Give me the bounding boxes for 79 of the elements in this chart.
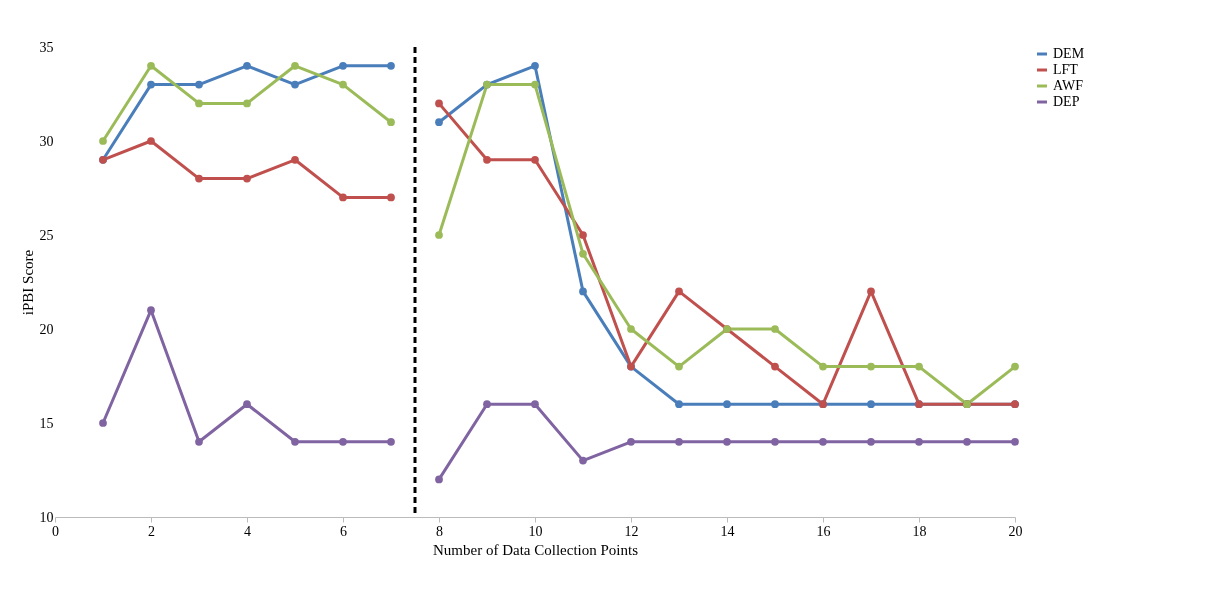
y-tick-label: 15 (39, 415, 54, 431)
y-tick-label: 30 (39, 133, 54, 149)
point (291, 80, 299, 89)
point (483, 400, 491, 409)
point (387, 61, 395, 70)
point (483, 155, 491, 164)
point (99, 419, 107, 427)
point (627, 437, 635, 446)
x-tick-label: 2 (148, 523, 155, 539)
point (435, 118, 443, 127)
point (387, 437, 395, 446)
point (915, 437, 923, 446)
point (531, 155, 539, 164)
point (531, 61, 539, 70)
point (723, 437, 731, 446)
point (531, 400, 539, 409)
point (147, 306, 155, 315)
x-tick-label: 6 (340, 523, 347, 539)
point (195, 437, 203, 446)
point (339, 80, 347, 89)
point (291, 437, 299, 446)
point (435, 99, 443, 108)
point (579, 287, 587, 296)
legend-label: DEP (1053, 94, 1080, 109)
x-tick-label: 4 (244, 523, 251, 539)
x-tick-label: 8 (436, 523, 443, 539)
x-tick-label: 14 (720, 523, 735, 539)
point (1011, 437, 1019, 446)
legend-label: LFT (1053, 62, 1079, 77)
point (675, 287, 683, 296)
y-tick-label: 35 (39, 39, 54, 55)
point (675, 400, 683, 409)
point (579, 456, 587, 465)
point (675, 437, 683, 446)
point (819, 362, 827, 371)
point (435, 475, 443, 484)
legend-label: DEM (1053, 46, 1085, 61)
point (867, 362, 875, 371)
point (243, 61, 251, 70)
point (771, 437, 779, 446)
point (627, 325, 635, 333)
point (339, 61, 347, 70)
point (291, 61, 299, 70)
point (147, 61, 155, 70)
point (963, 437, 971, 446)
point (579, 231, 587, 239)
y-tick-label: 20 (39, 321, 54, 337)
x-tick-label: 20 (1008, 523, 1023, 539)
y-tick-label: 25 (39, 227, 54, 243)
point (195, 99, 203, 108)
point (771, 362, 779, 371)
point (579, 249, 587, 258)
point (867, 437, 875, 446)
point (771, 400, 779, 409)
point (915, 362, 923, 371)
point (195, 80, 203, 89)
point (867, 287, 875, 296)
x-tick-label: 12 (624, 523, 639, 539)
y-axis-title: iPBI Score (19, 249, 36, 316)
point (147, 80, 155, 89)
point (819, 437, 827, 446)
x-tick-label: 10 (528, 523, 543, 539)
point (243, 400, 251, 409)
point (771, 325, 779, 333)
point (339, 437, 347, 446)
point (387, 118, 395, 127)
point (675, 362, 683, 371)
point (243, 99, 251, 108)
point (531, 80, 539, 89)
point (1011, 362, 1019, 371)
x-tick-label: 0 (52, 523, 59, 539)
legend-label: AWF (1053, 78, 1084, 93)
point (435, 231, 443, 239)
point (867, 400, 875, 409)
x-tick-label: 16 (816, 523, 831, 539)
x-axis-title: Number of Data Collection Points (433, 541, 639, 558)
y-tick-label: 10 (39, 509, 54, 525)
point (723, 400, 731, 409)
x-tick-label: 18 (912, 523, 927, 539)
